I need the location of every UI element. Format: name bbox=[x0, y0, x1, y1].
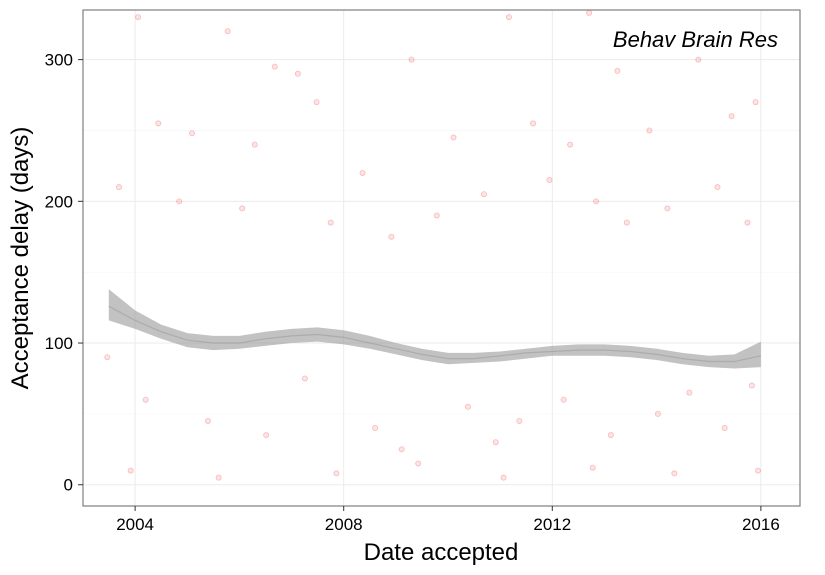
x-axis: 2004 2008 2012 2016 bbox=[116, 506, 780, 534]
scatter-point bbox=[450, 134, 457, 141]
scatter-points bbox=[104, 9, 762, 481]
smooth-curve bbox=[108, 289, 762, 369]
scatter-point bbox=[313, 99, 320, 106]
scatter-point bbox=[204, 417, 211, 424]
scatter-point bbox=[433, 212, 440, 219]
scatter-point bbox=[500, 474, 507, 481]
scatter-point bbox=[301, 375, 308, 382]
scatter-point bbox=[614, 67, 621, 74]
scatter-point bbox=[294, 70, 301, 77]
scatter-point bbox=[589, 464, 596, 471]
x-axis-title: Date accepted bbox=[364, 539, 519, 566]
scatter-point bbox=[271, 63, 278, 70]
scatter-point bbox=[748, 382, 755, 389]
scatter-point bbox=[263, 432, 270, 439]
scatter-point bbox=[188, 130, 195, 137]
scatter-point bbox=[586, 9, 593, 16]
scatter-point bbox=[695, 56, 702, 63]
scatter-point bbox=[505, 14, 512, 21]
scatter-point bbox=[714, 184, 721, 191]
y-axis-title: Acceptance delay (days) bbox=[7, 127, 34, 390]
plot-panel bbox=[83, 10, 800, 506]
confidence-band bbox=[108, 289, 761, 369]
scatter-point bbox=[567, 141, 574, 148]
annotation-label: Behav Brain Res bbox=[613, 27, 778, 52]
scatter-point bbox=[560, 396, 567, 403]
scatter-point bbox=[546, 177, 553, 184]
scatter-point bbox=[755, 467, 762, 474]
scatter-point bbox=[721, 425, 728, 432]
x-tick-label: 2016 bbox=[742, 515, 780, 534]
scatter-point bbox=[142, 396, 149, 403]
scatter-point bbox=[671, 470, 678, 477]
scatter-point bbox=[654, 410, 661, 417]
plot-border bbox=[82, 9, 801, 507]
scatter-point bbox=[176, 198, 183, 205]
scatter-point bbox=[480, 191, 487, 198]
scatter-point bbox=[646, 127, 653, 134]
y-axis: 0 100 200 300 bbox=[45, 51, 83, 495]
scatter-point bbox=[388, 233, 395, 240]
scatter-point bbox=[104, 354, 111, 361]
y-tick-label: 300 bbox=[45, 51, 73, 70]
x-tick-label: 2012 bbox=[533, 515, 571, 534]
scatter-point bbox=[415, 460, 422, 467]
y-tick-label: 0 bbox=[64, 476, 73, 495]
scatter-point bbox=[115, 184, 122, 191]
scatter-point bbox=[359, 169, 366, 176]
scatter-point bbox=[408, 56, 415, 63]
scatter-point bbox=[372, 425, 379, 432]
scatter-point bbox=[516, 417, 523, 424]
scatter-point bbox=[127, 467, 134, 474]
scatter-point bbox=[464, 403, 471, 410]
scatter-point bbox=[155, 120, 162, 127]
scatter-point bbox=[135, 14, 142, 21]
y-tick-label: 200 bbox=[45, 192, 73, 211]
y-tick-label: 100 bbox=[45, 334, 73, 353]
scatter-point bbox=[530, 120, 537, 127]
x-tick-label: 2008 bbox=[325, 515, 363, 534]
scatter-point bbox=[607, 432, 614, 439]
scatter-point bbox=[215, 474, 222, 481]
smooth-line bbox=[108, 305, 762, 363]
scatter-point bbox=[327, 219, 334, 226]
scatter-point bbox=[728, 113, 735, 120]
x-tick-label: 2004 bbox=[116, 515, 154, 534]
scatter-point bbox=[686, 389, 693, 396]
scatter-point bbox=[664, 205, 671, 212]
scatter-point bbox=[398, 446, 405, 453]
scatter-point bbox=[251, 141, 258, 148]
scatter-point bbox=[333, 470, 340, 477]
scatter-point bbox=[623, 219, 630, 226]
scatter-point bbox=[239, 205, 246, 212]
scatter-point bbox=[744, 219, 751, 226]
scatter-point bbox=[752, 99, 759, 106]
scatter-point bbox=[224, 28, 231, 35]
scatter-point bbox=[492, 439, 499, 446]
scatter-point bbox=[593, 198, 600, 205]
